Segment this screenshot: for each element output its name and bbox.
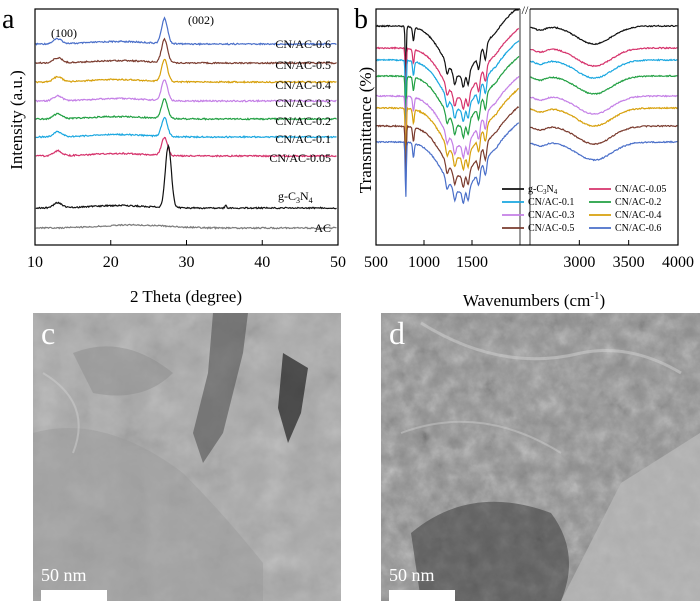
legend-label: CN/AC-0.5 — [528, 223, 574, 234]
panel-a-ticks: 10 20 30 40 50 — [27, 240, 346, 271]
axis-break-gap — [520, 3, 530, 15]
panel-b-xlabel: Wavenumbers (cm-1) — [463, 290, 605, 310]
legend-label: g-C3N4 — [528, 184, 558, 196]
ftir-line-CN/AC-0.5-low — [376, 106, 520, 188]
ftir-line-CN/AC-0.05-low — [376, 27, 519, 111]
ftir-line-CN/AC-0.05-high — [530, 46, 678, 68]
ftir-traces — [376, 9, 678, 205]
xrd-label-cnac03: CN/AC-0.3 — [275, 96, 331, 110]
b-xtick-label: 1000 — [408, 254, 440, 271]
ftir-line-g-C3N4-low — [376, 9, 519, 88]
ftir-line-CN/AC-0.2-low — [376, 55, 520, 140]
xrd-label-ac: AC — [314, 221, 331, 235]
legend-label: CN/AC-0.6 — [615, 223, 661, 234]
tem-texture-c — [33, 313, 341, 601]
xrd-label-cnac01: CN/AC-0.1 — [275, 132, 331, 146]
ftir-line-g-C3N4-high — [530, 24, 678, 46]
tem-image-d: d 50 nm — [381, 313, 700, 601]
ftir-line-CN/AC-0.1-high — [530, 58, 678, 79]
ftir-line-CN/AC-0.3-high — [530, 94, 678, 115]
panel-d-letter: d — [389, 315, 405, 351]
legend-label: CN/AC-0.3 — [528, 210, 574, 221]
ftir-line-CN/AC-0.2-high — [530, 74, 678, 96]
panel-c-scale-label: 50 nm — [41, 565, 87, 585]
xrd-label-gcn: g-C3N4 — [278, 189, 313, 205]
legend-label: CN/AC-0.05 — [615, 184, 666, 195]
ftir-line-CN/AC-0.3-low — [376, 75, 520, 160]
xrd-line-g-C3N4 — [35, 143, 337, 210]
b-xtick-label: 3000 — [563, 254, 595, 271]
panel-d-scale-label: 50 nm — [389, 565, 435, 585]
legend-label: CN/AC-0.2 — [615, 197, 661, 208]
panel-a-letter: a — [2, 4, 15, 35]
legend-label: CN/AC-0.4 — [615, 210, 661, 221]
ftir-line-CN/AC-0.6-low — [376, 122, 520, 205]
b-xtick-label: 500 — [364, 254, 388, 271]
xrd-line-CN/AC-0.4 — [35, 58, 337, 84]
a-xtick-label: 20 — [103, 254, 119, 271]
b-xtick-label: 3500 — [613, 254, 645, 271]
xrd-label-cnac04: CN/AC-0.4 — [275, 78, 331, 92]
peak-label-002: (002) — [188, 13, 214, 27]
panel-c-scale-bar — [41, 590, 107, 601]
xrd-line-CN/AC-0.3 — [35, 79, 337, 103]
panel-b-letter: b — [354, 4, 368, 35]
b-xtick-label: 1500 — [456, 254, 488, 271]
chart-figure: a Intensity (a.u.) 2 Theta (degree) (100… — [2, 3, 694, 310]
ftir-line-CN/AC-0.4-high — [530, 106, 678, 128]
a-xtick-label: 40 — [254, 254, 270, 271]
a-xtick-label: 30 — [179, 254, 195, 271]
panel-c-letter: c — [41, 315, 56, 351]
b-xtick-label: 4000 — [662, 254, 694, 271]
ftir-line-CN/AC-0.1-low — [376, 40, 520, 122]
xrd-line-CN/AC-0.1 — [35, 116, 337, 139]
tem-texture-d — [381, 313, 700, 601]
xrd-line-CN/AC-0.2 — [35, 98, 337, 121]
panel-b-ylabel: Transmittance (%) — [356, 67, 375, 193]
panel-a-ylabel: Intensity (a.u.) — [7, 70, 26, 170]
panel-b-ticks: 500 1000 1500 3000 3500 4000 — [364, 9, 694, 271]
xrd-line-CN/AC-0.05 — [35, 136, 337, 158]
xrd-label-cnac05: CN/AC-0.5 — [275, 58, 331, 72]
xrd-line-AC — [35, 223, 337, 230]
peak-label-100: (100) — [51, 26, 77, 40]
panel-a-xlabel: 2 Theta (degree) — [130, 287, 242, 306]
xrd-label-cnac005: CN/AC-0.05 — [269, 151, 331, 165]
axis-break-mark: // — [522, 3, 529, 17]
tem-image-c: c 50 nm — [33, 313, 341, 601]
ftir-line-CN/AC-0.6-high — [530, 140, 678, 162]
xrd-line-CN/AC-0.6 — [35, 16, 337, 46]
panel-d-scale-bar — [389, 590, 455, 601]
xrd-traces — [35, 16, 337, 230]
xrd-label-cnac02: CN/AC-0.2 — [275, 114, 331, 128]
xrd-line-CN/AC-0.5 — [35, 37, 337, 65]
ftir-line-CN/AC-0.4-low — [376, 88, 519, 172]
a-xtick-label: 50 — [330, 254, 346, 271]
legend-label: CN/AC-0.1 — [528, 197, 574, 208]
a-xtick-label: 10 — [27, 254, 43, 271]
ftir-line-CN/AC-0.5-high — [530, 124, 678, 146]
xrd-label-cnac06: CN/AC-0.6 — [275, 37, 331, 51]
